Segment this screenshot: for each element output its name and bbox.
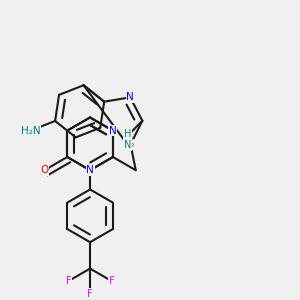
Text: N: N <box>109 126 117 136</box>
Text: S: S <box>127 139 134 149</box>
Text: N: N <box>126 92 134 102</box>
Text: O: O <box>40 165 49 175</box>
Text: N: N <box>86 165 94 175</box>
Text: F: F <box>66 276 71 286</box>
Text: H₂N: H₂N <box>21 126 40 136</box>
Text: H
N: H N <box>124 129 131 150</box>
Text: F: F <box>87 289 93 298</box>
Text: F: F <box>109 276 115 286</box>
